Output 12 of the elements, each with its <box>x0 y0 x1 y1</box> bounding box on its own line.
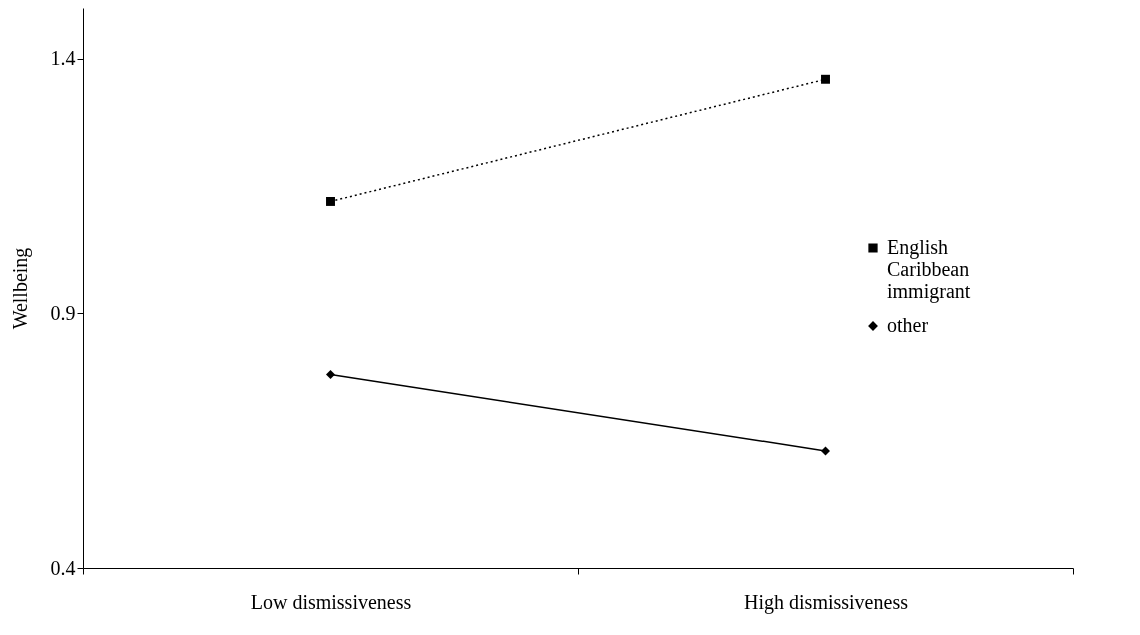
x-tick-label: Low dismissiveness <box>250 590 412 613</box>
y-tick-label: 1.4 <box>50 47 76 70</box>
point <box>821 74 830 84</box>
point <box>326 370 335 380</box>
y-tick-label: 0.9 <box>50 301 76 324</box>
point <box>326 196 335 206</box>
y-axis-title: Wellbeing <box>8 247 32 330</box>
point <box>821 446 830 456</box>
x-tick-label: High dismissiveness <box>744 590 909 614</box>
legend-label: English Caribbean immigrant <box>887 236 971 303</box>
legend-label: other <box>887 314 929 336</box>
y-tick-label: 0.4 <box>50 556 76 579</box>
